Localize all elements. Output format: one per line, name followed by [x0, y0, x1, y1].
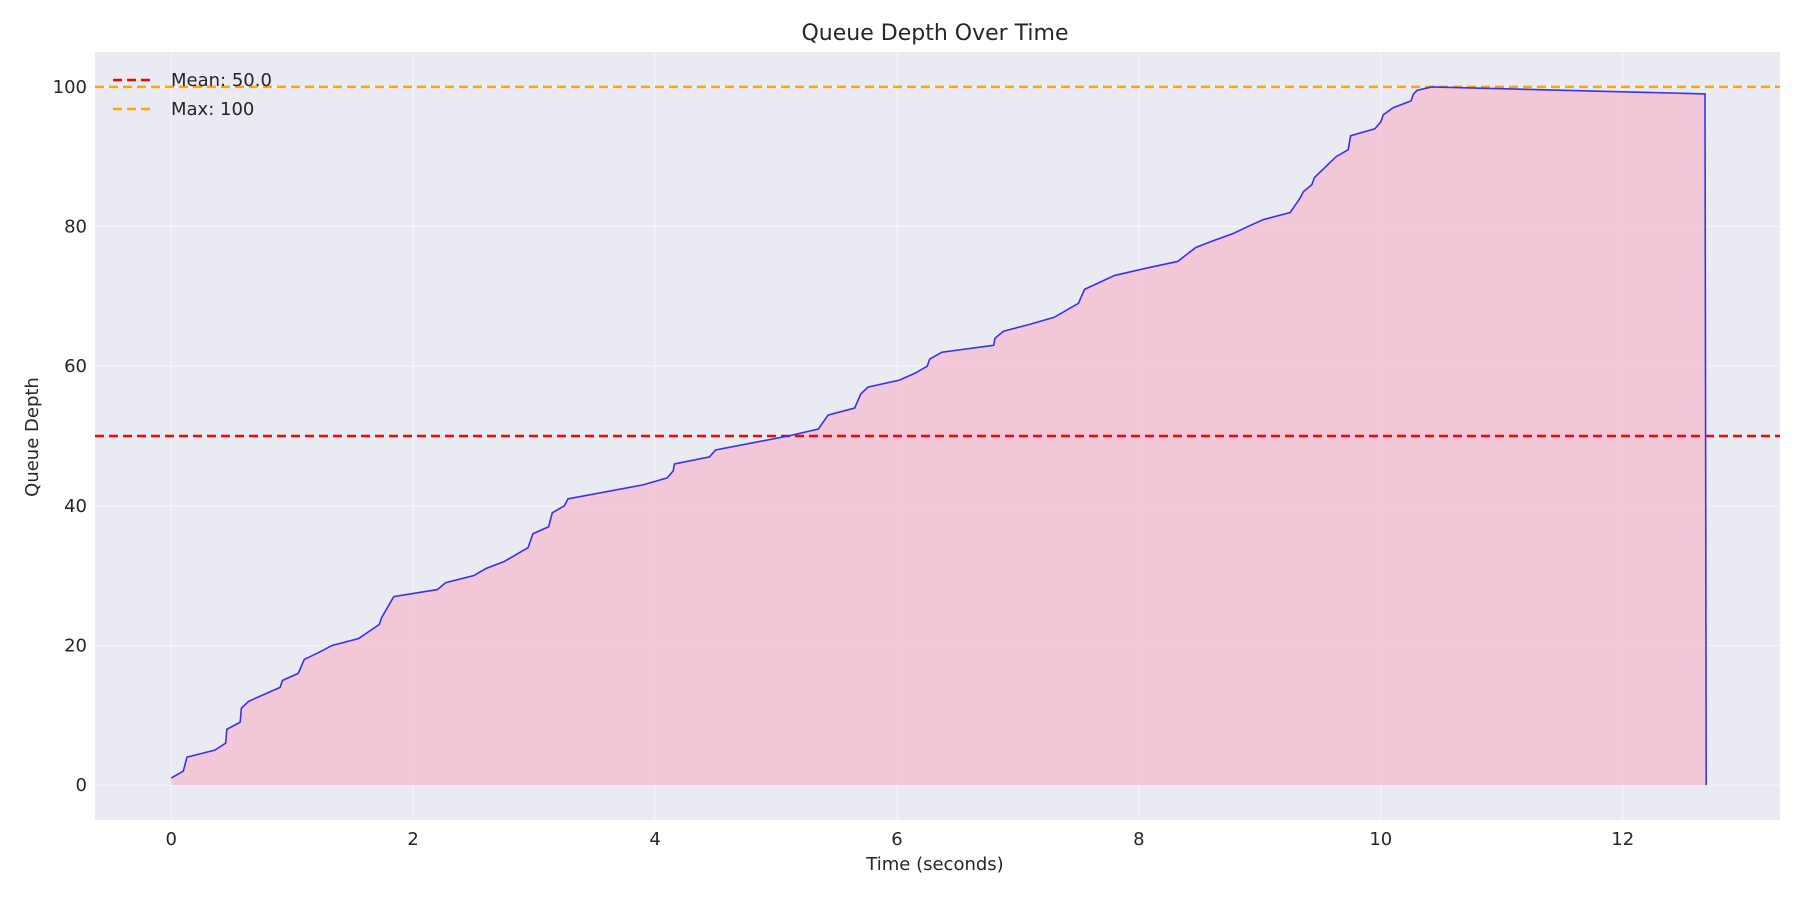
- y-tick-label: 100: [53, 77, 87, 98]
- y-tick-label: 20: [64, 635, 87, 656]
- reference-lines: [95, 85, 1780, 438]
- y-tick-labels: 0 20 40 60 80 100: [53, 77, 87, 796]
- y-axis-label: Queue Depth: [22, 377, 43, 497]
- y-tick-label: 60: [64, 356, 87, 377]
- legend-label: Max: 100: [171, 99, 254, 120]
- x-axis-label: Time (seconds): [865, 854, 1003, 875]
- x-tick-label: 2: [407, 829, 418, 850]
- x-tick-label: 12: [1611, 829, 1634, 850]
- x-tick-labels: 0 2 4 6 8 10 12: [165, 829, 1634, 850]
- x-tick-label: 10: [1369, 829, 1392, 850]
- x-tick-label: 4: [649, 829, 660, 850]
- x-tick-label: 0: [165, 829, 176, 850]
- y-tick-label: 0: [76, 775, 87, 796]
- chart-title: Queue Depth Over Time: [801, 21, 1068, 46]
- x-tick-label: 8: [1133, 829, 1144, 850]
- x-tick-label: 6: [891, 829, 902, 850]
- series-line-layer: [170, 86, 1708, 786]
- y-tick-label: 40: [64, 496, 87, 517]
- legend-label: Mean: 50.0: [171, 70, 272, 91]
- y-tick-label: 80: [64, 217, 87, 238]
- series-line: [170, 86, 1708, 786]
- legend: Mean: 50.0 Max: 100: [113, 70, 272, 120]
